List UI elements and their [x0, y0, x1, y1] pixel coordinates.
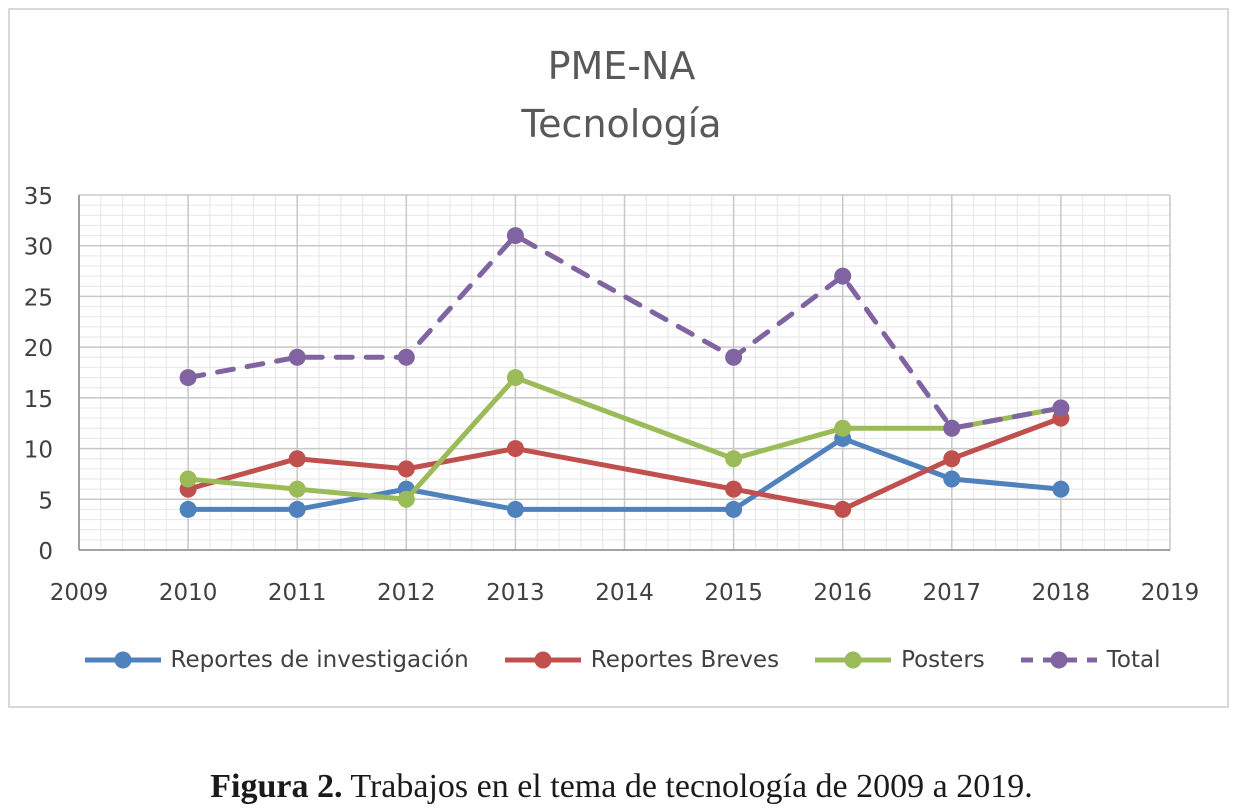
legend-label: Reportes Breves [590, 647, 780, 673]
data-point [288, 450, 306, 468]
series-line [185, 375, 1064, 502]
data-point [506, 500, 524, 518]
y-tick-label: 5 [38, 488, 53, 514]
data-point [506, 440, 524, 458]
x-tick-label: 2011 [268, 580, 327, 606]
caption-label: Figura 2. [210, 768, 343, 805]
data-point [179, 470, 197, 488]
series-1 [179, 409, 1070, 518]
y-tick-label: 25 [24, 285, 53, 311]
data-point [288, 348, 306, 366]
grid [78, 194, 1171, 551]
legend: Reportes de investigación Reportes Breves… [0, 640, 1243, 680]
axes: 0 5 10 15 20 25 30 35 2009 2010 2011 2012 2013 2014 20… [24, 184, 1200, 606]
legend-item: Reportes de investigación [83, 647, 469, 673]
caption-text: Trabajos en el tema de tecnología de 200… [342, 768, 1033, 805]
x-tick-label: 2012 [377, 580, 436, 606]
legend-swatch [84, 651, 161, 669]
legend-swatch [1020, 651, 1097, 669]
y-tick-label: 35 [24, 184, 53, 210]
legend-label: Reportes de investigación [170, 647, 469, 673]
legend-item: Reportes Breves [503, 647, 779, 673]
data-point [943, 470, 961, 488]
data-point [834, 419, 852, 437]
chart-frame [8, 8, 1229, 708]
data-point [397, 348, 415, 366]
data-point [179, 500, 197, 518]
data-point [943, 419, 961, 437]
legend-swatch [815, 651, 892, 669]
series-line [185, 435, 1064, 512]
x-tick-label: 2013 [486, 580, 545, 606]
series-0 [179, 429, 1070, 518]
x-tick-label: 2010 [159, 580, 218, 606]
data-point [834, 267, 852, 285]
figure-caption: Figura 2. Trabajos en el tema de tecnolo… [0, 768, 1243, 806]
y-tick-label: 20 [24, 336, 53, 362]
legend-label: Posters [901, 647, 985, 673]
legend-item: Posters [813, 647, 985, 673]
data-point [1052, 399, 1070, 417]
y-tick-label: 10 [24, 438, 53, 464]
chart-title-line-1: PME-NA [547, 44, 696, 88]
data-point [288, 500, 306, 518]
data-point [179, 369, 197, 387]
x-tick-label: 2016 [813, 580, 872, 606]
data-point [506, 227, 524, 245]
y-tick-label: 0 [38, 539, 53, 565]
legend-label: Total [1106, 647, 1161, 673]
x-tick-label: 2014 [595, 580, 654, 606]
x-tick-label: 2019 [1141, 580, 1200, 606]
data-point [288, 480, 306, 498]
series-layer [179, 227, 1070, 518]
legend-item: Total [1019, 647, 1161, 673]
series-line [185, 415, 1064, 512]
data-point [725, 348, 743, 366]
data-point [506, 369, 524, 387]
series-3 [179, 227, 1070, 437]
data-point [834, 500, 852, 518]
x-tick-label: 2018 [1032, 580, 1091, 606]
x-tick-label: 2009 [50, 580, 109, 606]
data-point [943, 450, 961, 468]
y-tick-label: 30 [24, 235, 53, 261]
data-point [1052, 480, 1070, 498]
data-point [397, 460, 415, 478]
chart-title-line-2: Tecnología [521, 102, 722, 146]
series-line [185, 233, 1064, 431]
data-point [725, 480, 743, 498]
x-tick-label: 2017 [923, 580, 982, 606]
data-point [397, 490, 415, 508]
data-point [725, 500, 743, 518]
x-tick-label: 2015 [704, 580, 763, 606]
legend-swatch [504, 651, 581, 669]
data-point [725, 450, 743, 468]
y-tick-label: 15 [24, 387, 53, 413]
